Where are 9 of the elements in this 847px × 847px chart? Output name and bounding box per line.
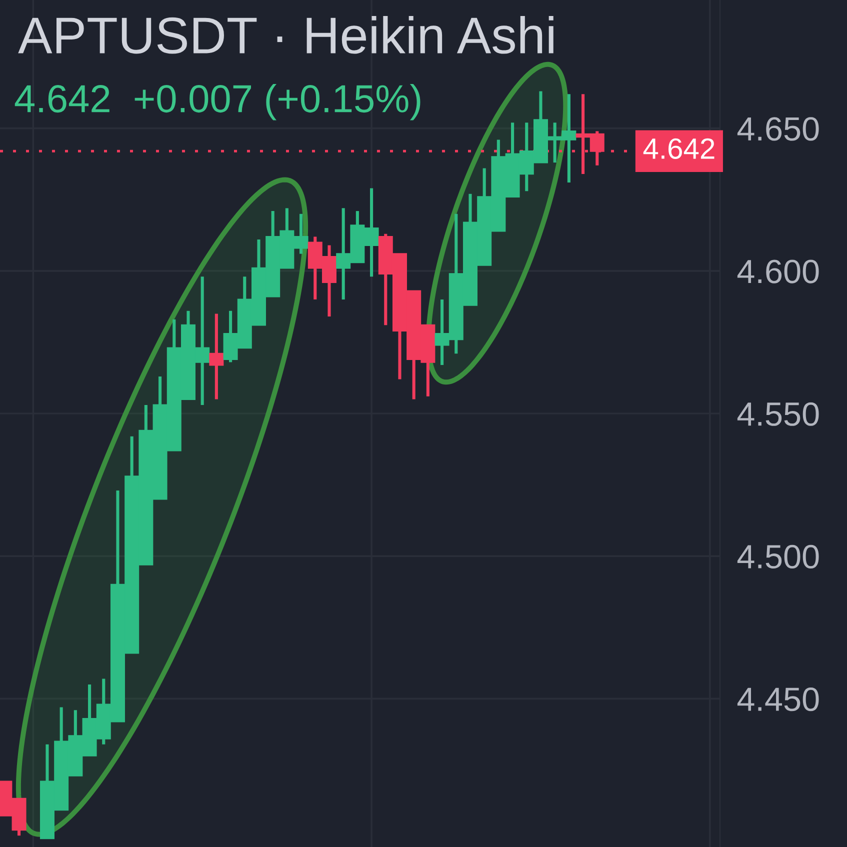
text: 4.642 +0.007 (+0.15%) (14, 84, 420, 120)
y-tick-label: 4.650 (737, 117, 819, 141)
y-tick-label: 4.500 (737, 544, 819, 569)
y-tick-label: 4.600 (737, 260, 819, 284)
chart-title: APTUSDT · Heikin Ashi (18, 16, 554, 54)
candlestick (209, 314, 224, 400)
y-tick-label: 4.450 (737, 688, 819, 712)
ref-line-label: 4.642 (643, 138, 714, 159)
y-tick-label: 4.550 (737, 402, 819, 426)
